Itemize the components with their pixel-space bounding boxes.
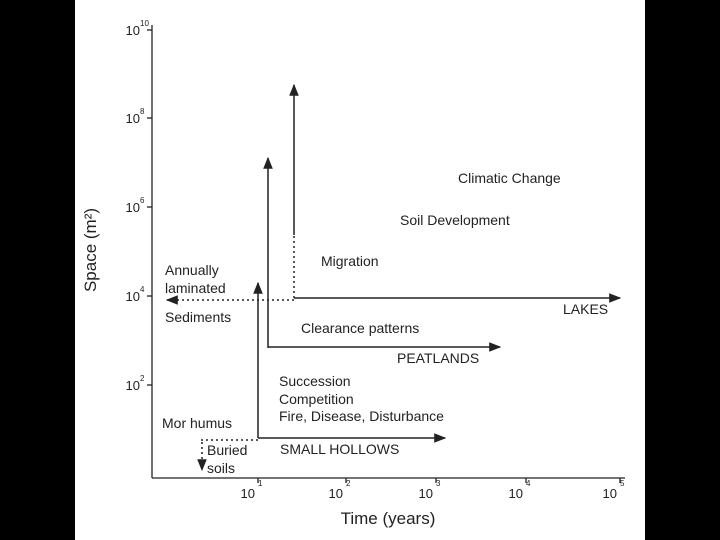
- y-tick-exp: 8: [140, 107, 145, 116]
- label: Migration: [321, 253, 379, 269]
- label: SMALL HOLLOWS: [280, 441, 399, 457]
- label: soils: [207, 460, 235, 476]
- label: Buried: [207, 442, 247, 458]
- x-tick-base: 10: [241, 486, 255, 501]
- y-axis-label: Space (m²): [81, 208, 100, 292]
- axes: [147, 25, 625, 483]
- label: Competition: [279, 391, 354, 407]
- y-tick-base: 10: [126, 111, 140, 126]
- label: Sediments: [165, 309, 231, 325]
- label: Fire, Disease, Disturbance: [279, 408, 444, 424]
- canvas: [75, 0, 645, 540]
- x-tick-base: 10: [419, 486, 433, 501]
- label: Succession: [279, 373, 351, 389]
- x-tick-base: 10: [603, 486, 617, 501]
- label: PEATLANDS: [397, 350, 479, 366]
- x-tick-exp: 2: [346, 479, 351, 488]
- x-axis-label: Time (years): [341, 509, 436, 528]
- label: laminated: [165, 280, 226, 296]
- x-tick-exp: 4: [526, 479, 531, 488]
- x-tick-exp: 5: [620, 479, 625, 488]
- y-tick-base: 10: [126, 289, 140, 304]
- label: Annually: [165, 262, 219, 278]
- y-tick-base: 10: [126, 200, 140, 215]
- arrows: [165, 83, 622, 472]
- label: LAKES: [563, 301, 608, 317]
- y-tick-exp: 10: [140, 19, 149, 28]
- x-tick-base: 10: [509, 486, 523, 501]
- y-tick-base: 10: [126, 23, 140, 38]
- x-tick-base: 10: [329, 486, 343, 501]
- label: Clearance patterns: [301, 320, 419, 336]
- x-tick-exp: 1: [258, 479, 263, 488]
- y-tick-base: 10: [126, 378, 140, 393]
- y-tick-exp: 6: [140, 196, 145, 205]
- label: Soil Development: [400, 212, 510, 228]
- x-tick-exp: 3: [436, 479, 441, 488]
- y-tick-exp: 4: [140, 285, 145, 294]
- y-tick-exp: 2: [140, 374, 145, 383]
- label: Climatic Change: [458, 170, 561, 186]
- label: Mor humus: [162, 415, 232, 431]
